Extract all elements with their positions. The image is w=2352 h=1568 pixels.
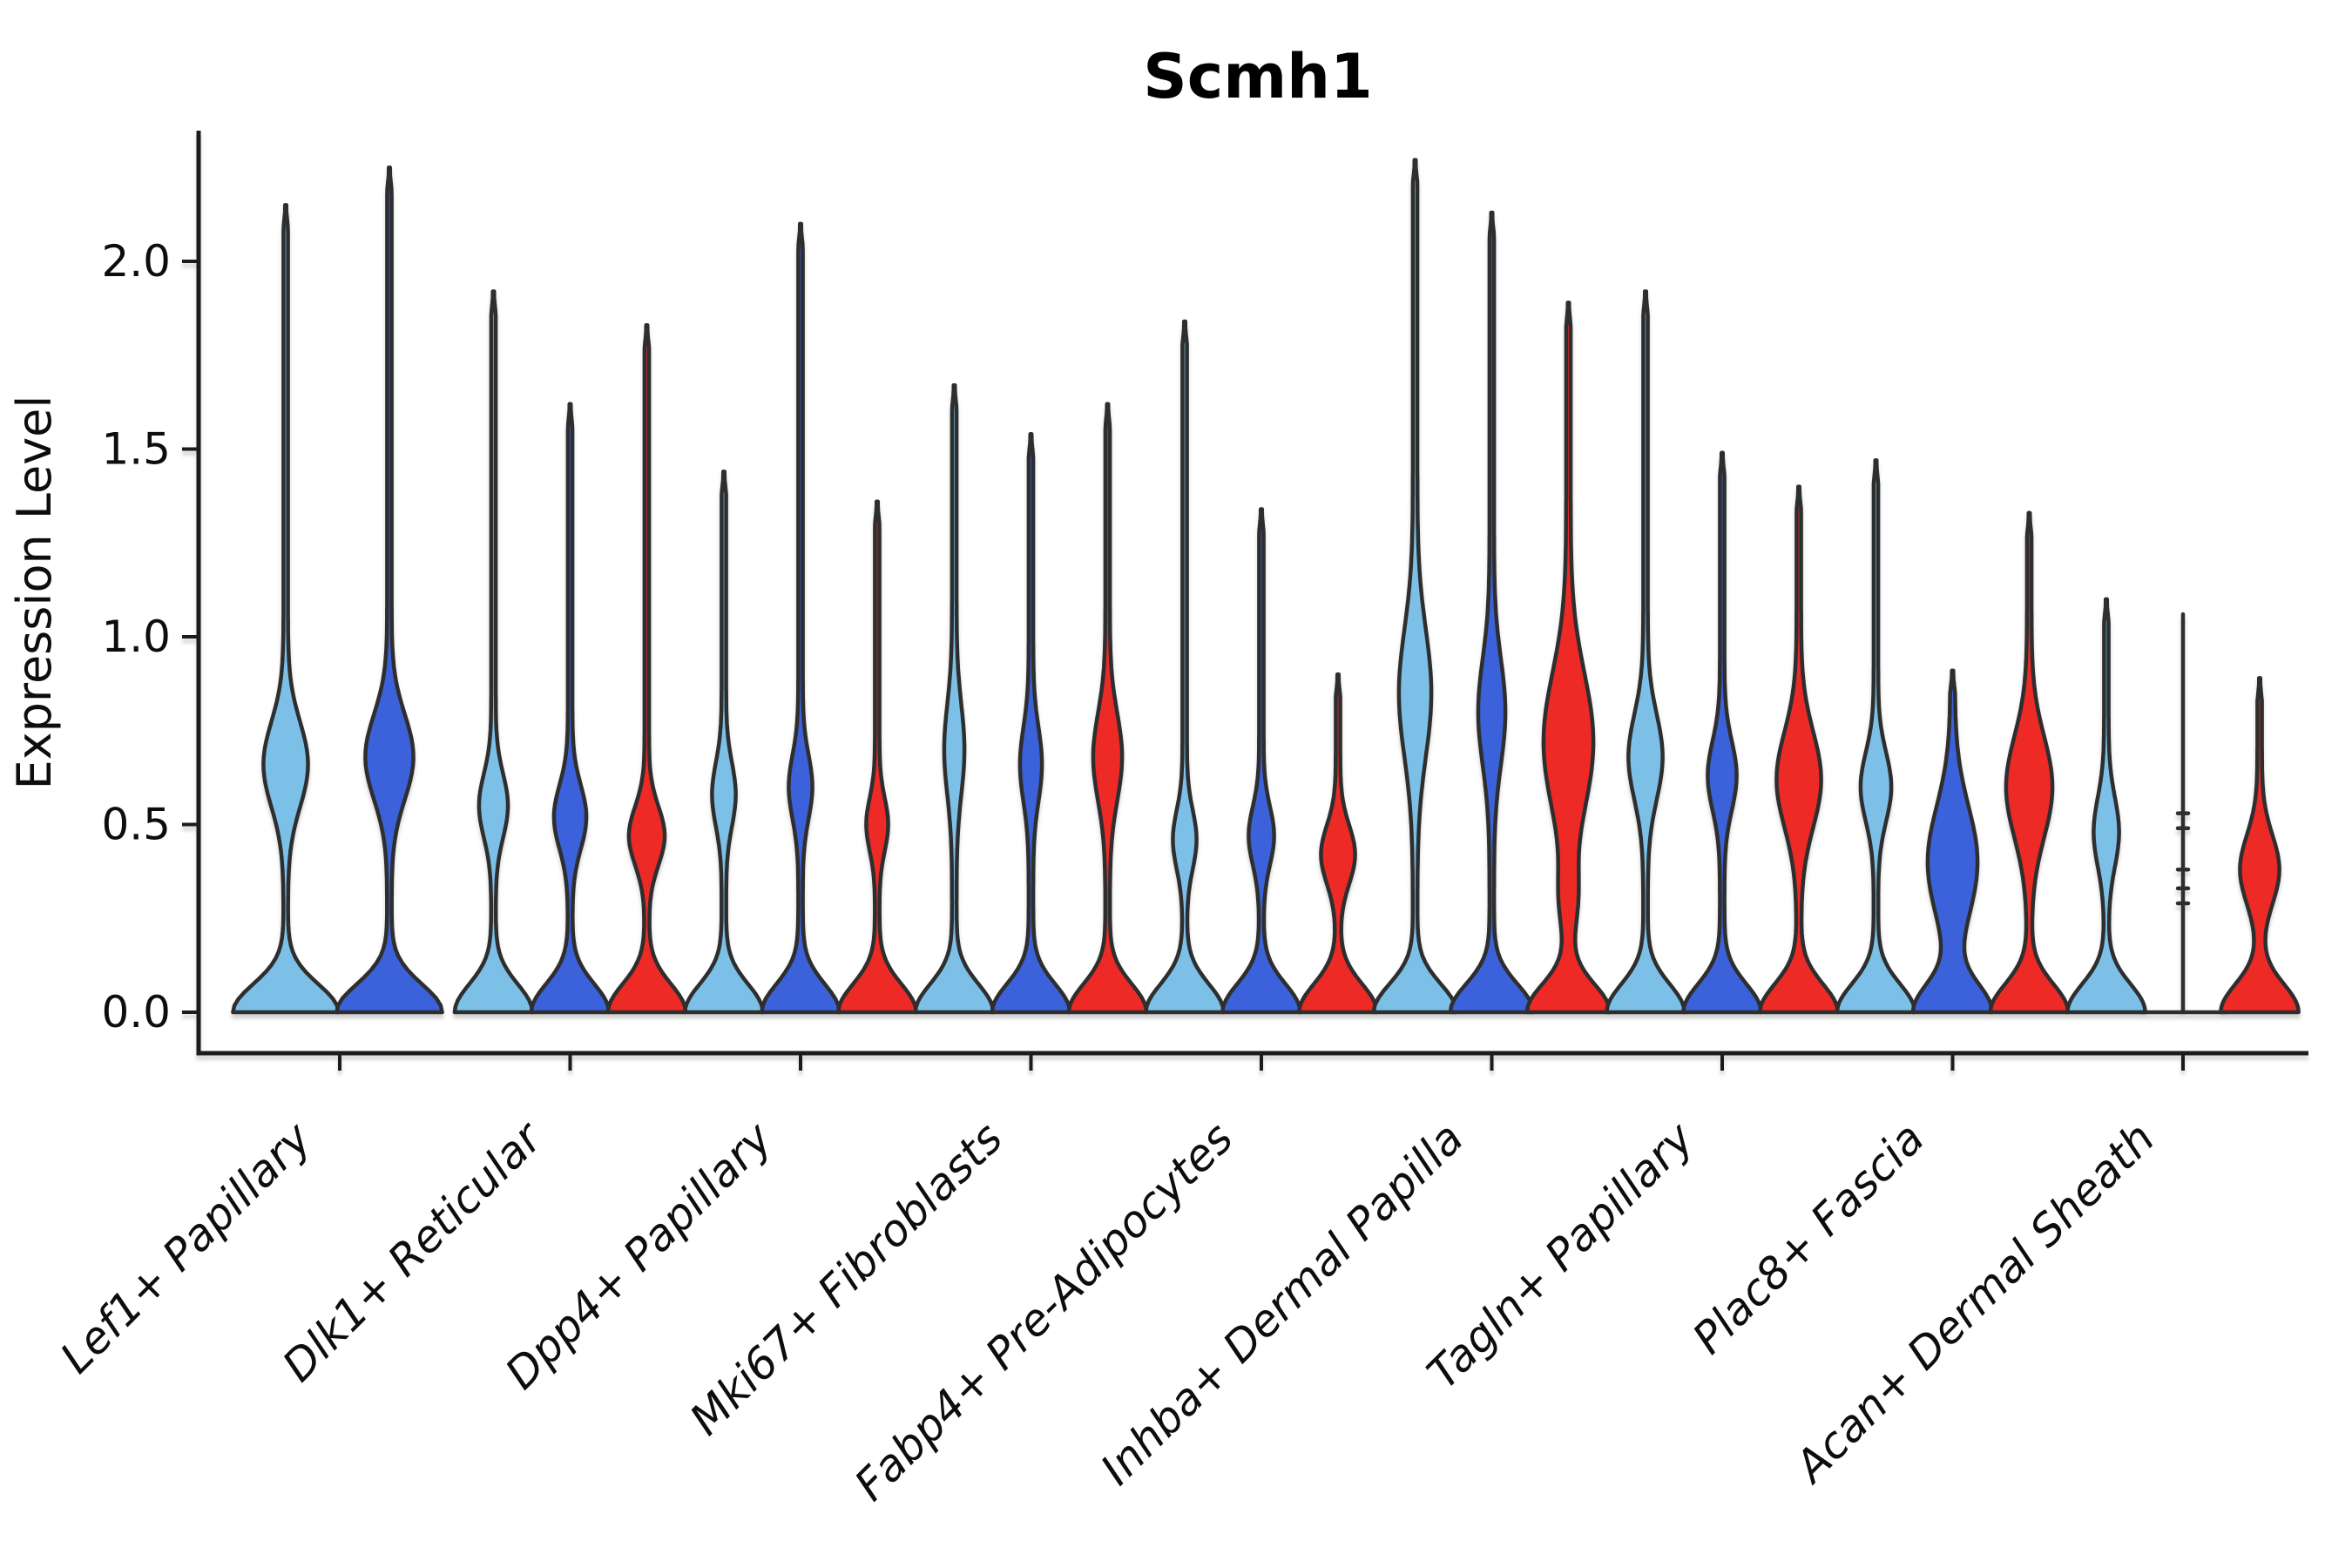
violin-fabp4-pre-adipocytes-light-blue-sample (1144, 319, 1226, 1015)
violins-layer (231, 158, 2301, 1015)
violin-mki67-fibroblasts-light-blue-sample (913, 382, 996, 1015)
violin-acan-dermal-sheath-light-blue-sample (2065, 597, 2147, 1015)
y-axis-label: Expression Level (7, 395, 62, 790)
y-tick-label: 0.0 (101, 987, 171, 1037)
violin-tagln-papillary-red-sample (1758, 484, 1840, 1015)
chart-title: Scmh1 (1143, 41, 1372, 112)
violin-mki67-fibroblasts-red-sample (1066, 402, 1149, 1015)
axis-spines (196, 131, 2308, 1056)
violin-fabp4-pre-adipocytes-red-sample (1297, 672, 1379, 1015)
violin-plac8-fascia-dark-blue-sample (1910, 668, 1995, 1015)
violin-inhba-dermal-papilla-red-sample (1524, 301, 1612, 1015)
violin-lef1-papillary-light-blue-sample (231, 203, 341, 1015)
violin-acan-dermal-sheath-red-sample (2219, 676, 2301, 1015)
violin-lef1-papillary-dark-blue-sample (335, 166, 444, 1015)
axes-layer (182, 131, 2308, 1071)
violin-dpp4-papillary-dark-blue-sample (760, 221, 841, 1015)
violin-dlk1-reticular-dark-blue-sample (529, 402, 612, 1015)
y-tick-label: 1.5 (101, 424, 171, 475)
violin-acan-dermal-sheath-dark-blue-sample (2139, 612, 2227, 1015)
y-tick-label: 0.5 (101, 800, 171, 850)
y-tick-label: 2.0 (101, 236, 171, 287)
y-tick-label: 1.0 (101, 612, 171, 662)
violin-dpp4-papillary-light-blue-sample (683, 470, 765, 1015)
violin-fabp4-pre-adipocytes-dark-blue-sample (1220, 507, 1302, 1015)
violin-mki67-fibroblasts-dark-blue-sample (990, 432, 1072, 1015)
violin-dlk1-reticular-light-blue-sample (452, 289, 535, 1015)
violin-tagln-papillary-light-blue-sample (1605, 289, 1686, 1015)
violin-dlk1-reticular-red-sample (605, 323, 688, 1015)
violin-plac8-fascia-red-sample (1988, 510, 2071, 1015)
violin-tagln-papillary-dark-blue-sample (1681, 450, 1763, 1015)
violin-inhba-dermal-papilla-light-blue-sample (1371, 158, 1459, 1015)
violin-plac8-fascia-light-blue-sample (1835, 458, 1917, 1015)
violin-inhba-dermal-papilla-dark-blue-sample (1448, 210, 1536, 1015)
violin-dpp4-papillary-red-sample (836, 499, 918, 1015)
